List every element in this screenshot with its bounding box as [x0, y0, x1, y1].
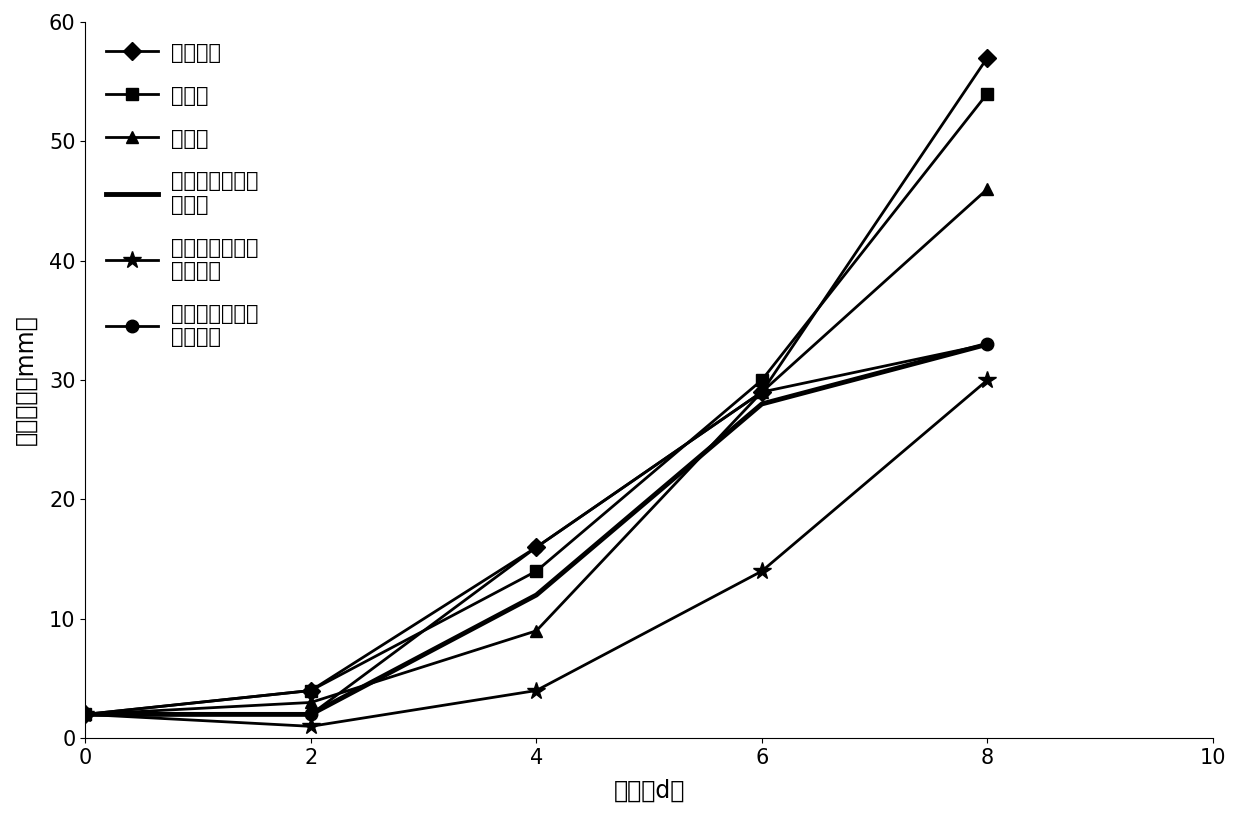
- 空白对照: [980, 53, 994, 63]
- 空白对照: [78, 709, 93, 719]
- 咋酰胺和松属素
复合物: [304, 709, 319, 719]
- X-axis label: 天数（d）: 天数（d）: [614, 779, 684, 803]
- 空白对照: [754, 387, 769, 397]
- 咋酰胺和松属素
复合物: [754, 399, 769, 408]
- Legend: 空白对照, 多菌灵, 咋酰胺, 咋酰胺和松属素
复合物, 多菌灵和高良姜
素复合物, 咋酰胺和高良姜
素复合物: 空白对照, 多菌灵, 咋酰胺, 咋酰胺和松属素 复合物, 多菌灵和高良姜 素复合…: [95, 33, 269, 357]
- 咋酰胺: [529, 626, 544, 636]
- 多菌灵: [980, 88, 994, 98]
- 咋酰胺: [78, 709, 93, 719]
- 多菌灵: [754, 375, 769, 385]
- 多菌灵和高良姜
素复合物: [304, 721, 319, 731]
- Line: 咋酰胺: 咋酰胺: [79, 183, 993, 721]
- 咋酰胺: [754, 387, 769, 397]
- 咋酰胺和高良姜
素复合物: [754, 387, 769, 397]
- 咋酰胺: [304, 698, 319, 708]
- Line: 多菌灵和高良姜
素复合物: 多菌灵和高良姜 素复合物: [77, 371, 997, 735]
- 咋酰胺和高良姜
素复合物: [980, 339, 994, 349]
- 空白对照: [304, 685, 319, 695]
- 咋酰胺和高良姜
素复合物: [78, 709, 93, 719]
- 多菌灵和高良姜
素复合物: [754, 566, 769, 576]
- 多菌灵: [529, 566, 544, 576]
- Y-axis label: 菌斑直径（mm）: 菌斑直径（mm）: [14, 315, 38, 445]
- 咋酰胺和松属素
复合物: [78, 709, 93, 719]
- Line: 多菌灵: 多菌灵: [79, 87, 993, 721]
- 多菌灵和高良姜
素复合物: [78, 709, 93, 719]
- 多菌灵和高良姜
素复合物: [980, 375, 994, 385]
- 咋酰胺: [980, 184, 994, 194]
- Line: 咋酰胺和松属素
复合物: 咋酰胺和松属素 复合物: [86, 344, 987, 714]
- 多菌灵: [78, 709, 93, 719]
- 咋酰胺和高良姜
素复合物: [304, 709, 319, 719]
- 咋酰胺和松属素
复合物: [529, 590, 544, 600]
- Line: 空白对照: 空白对照: [79, 51, 993, 721]
- 空白对照: [529, 542, 544, 552]
- Line: 咋酰胺和高良姜
素复合物: 咋酰胺和高良姜 素复合物: [79, 338, 993, 721]
- 咋酰胺和高良姜
素复合物: [529, 542, 544, 552]
- 咋酰胺和松属素
复合物: [980, 339, 994, 349]
- 多菌灵: [304, 685, 319, 695]
- 多菌灵和高良姜
素复合物: [529, 685, 544, 695]
